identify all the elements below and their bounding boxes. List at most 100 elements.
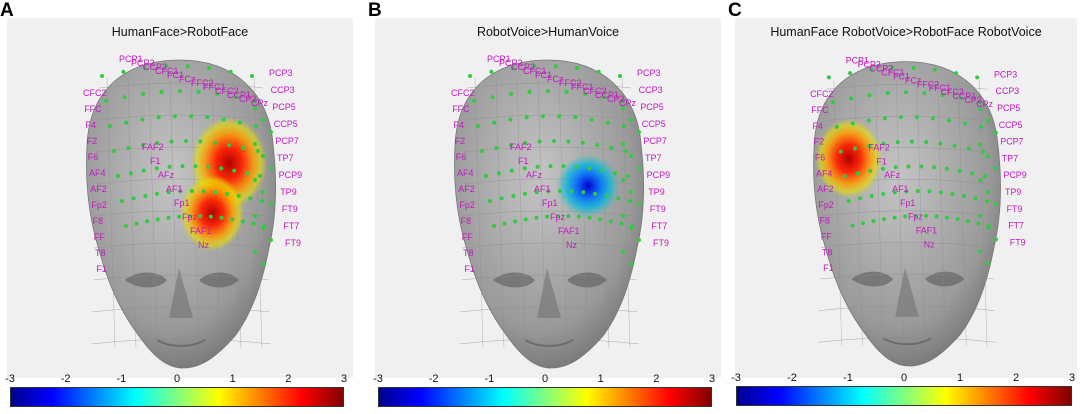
mouth — [882, 337, 932, 346]
plot-title: HumanFace>RobotFace — [111, 25, 249, 39]
electrode-label-right: PCP5 — [640, 102, 664, 112]
electrode-dot — [866, 118, 871, 123]
electrode-dot — [178, 89, 182, 93]
electrode-dot — [545, 214, 550, 219]
electrode-label-right: FT9 — [282, 204, 298, 214]
electrode-dot — [977, 100, 982, 105]
electrode-dot — [534, 190, 539, 195]
electrode-dot — [490, 95, 495, 100]
electrode-dot — [581, 190, 586, 195]
electrode-dot — [142, 66, 147, 71]
electrode-dot — [225, 191, 229, 196]
electrode-dot — [553, 64, 558, 69]
electrode-dot — [472, 99, 476, 103]
electrode-label-left: Fp2 — [91, 200, 107, 210]
mesh-line — [916, 79, 926, 347]
electrode-dot — [628, 199, 632, 203]
electrode-dot — [893, 165, 898, 170]
nose — [895, 267, 919, 317]
electrode-dot — [254, 124, 258, 128]
electrode-dot — [236, 194, 241, 198]
mesh-line — [495, 77, 505, 349]
electrode-dot — [986, 261, 991, 266]
electrode-dot — [140, 117, 145, 122]
electrode-dot — [198, 214, 203, 219]
mesh-line — [825, 84, 989, 90]
electrode-label-right: TP9 — [280, 187, 297, 197]
electrode-dot — [616, 196, 621, 201]
electrode-dot — [869, 194, 874, 198]
electrode-dot — [637, 202, 641, 206]
electrode-dot — [532, 64, 537, 69]
electrode-label-right: PCP9 — [647, 170, 671, 180]
electrode-label-top: FFC2 — [191, 78, 214, 88]
electrode-dot — [938, 190, 943, 195]
colorbar-tick-label: 0 — [173, 373, 181, 385]
electrode-dot — [626, 174, 630, 178]
electrode-label-top: FC1 — [167, 70, 184, 80]
electrode-dot — [155, 191, 159, 196]
electrode-dot — [510, 66, 515, 71]
brain-map-plot: HumanFace RobotVoice>RobotFace RobotVoic… — [735, 18, 1077, 378]
mesh-line — [516, 77, 526, 349]
electrode-dot — [605, 120, 610, 125]
electrode-label-right: FT9 — [1007, 204, 1023, 214]
brain-map-plot: HumanFace>RobotFace PCP1 PCP2 CCP2 CFC1 FC1 F… — [7, 18, 353, 378]
electrode-dot — [261, 226, 265, 230]
electrode-label-right: PCP5 — [997, 103, 1020, 113]
electrode-dot — [637, 238, 641, 242]
electrode-label-center: AFz — [158, 170, 175, 180]
electrode-dot — [261, 262, 265, 266]
electrode-label-top: PCP1 — [487, 54, 511, 64]
electrode-label-left: F1 — [96, 264, 107, 274]
electrode-dot — [468, 74, 472, 78]
mesh-line — [818, 305, 995, 311]
electrode-label-top: CPz — [976, 99, 993, 109]
electrode-label-right: FT9 — [650, 204, 666, 214]
electrode-dot — [903, 214, 908, 219]
electrode-label-right: CCP5 — [999, 120, 1023, 130]
electrode-dot — [124, 120, 129, 125]
electrode-label-left: F4 — [812, 121, 822, 131]
electrode-label-left: AF2 — [458, 184, 475, 194]
electrode-dot — [164, 64, 169, 69]
colorbar-tick-label: 0 — [541, 373, 549, 385]
electrode-dot — [156, 115, 161, 120]
mesh-line — [91, 306, 271, 313]
electrode-dot — [260, 199, 264, 203]
electrode-dot — [143, 194, 148, 198]
electrode-dot — [621, 106, 625, 110]
electrode-dot — [558, 189, 562, 193]
electrode-label-right: PCP7 — [275, 136, 299, 146]
electrode-dot — [269, 130, 273, 134]
electrode-label-left: AF2 — [817, 184, 833, 194]
electrode-dot — [141, 91, 145, 96]
electrode-label-center: FAF2 — [142, 142, 164, 152]
electrode-label-center: F1 — [518, 156, 529, 166]
electrode-dot — [256, 149, 260, 153]
electrode-label-right: TP7 — [277, 153, 294, 163]
electrode-label-right: TP7 — [645, 153, 662, 163]
mesh-line — [466, 82, 632, 89]
electrode-dot — [557, 114, 562, 119]
electrode-dot — [120, 199, 124, 203]
mesh-line — [818, 337, 996, 343]
electrode-label-top: CFC2 — [215, 86, 239, 96]
electrode-dot — [245, 171, 250, 176]
electrode-dot — [215, 91, 219, 96]
mesh-line — [474, 77, 484, 349]
plot-title: RobotVoice>HumanVoice — [476, 25, 620, 39]
colorbar-tick-label: 3 — [340, 373, 348, 385]
electrode-dot — [566, 214, 571, 219]
electrode-dot — [601, 95, 606, 100]
mesh-line — [169, 77, 179, 349]
colorbar-tick-label: -2 — [428, 373, 439, 385]
mesh-line — [958, 79, 967, 347]
electrode-label-right: FT9 — [285, 238, 301, 248]
electrode-dot — [511, 194, 516, 198]
electrode-label-top: FCz — [547, 74, 564, 84]
electrode-label-right: PCP5 — [272, 102, 296, 112]
electrode-dot — [932, 165, 937, 170]
mesh-line — [854, 79, 863, 347]
electrode-dot — [880, 166, 885, 171]
